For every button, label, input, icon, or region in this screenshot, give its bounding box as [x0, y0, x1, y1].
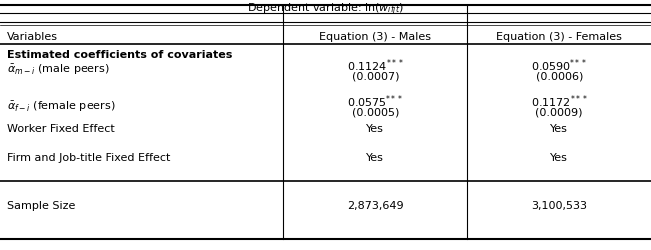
- Text: Equation (3) - Females: Equation (3) - Females: [496, 32, 622, 42]
- Text: Equation (3) - Males: Equation (3) - Males: [319, 32, 432, 42]
- Text: Dependent variable: ln($w_{ifjt}$): Dependent variable: ln($w_{ifjt}$): [247, 2, 404, 18]
- Text: (0.0007): (0.0007): [352, 71, 399, 81]
- Text: (0.0005): (0.0005): [352, 108, 399, 118]
- Text: (0.0009): (0.0009): [536, 108, 583, 118]
- Text: Estimated coefficients of covariates: Estimated coefficients of covariates: [7, 50, 232, 59]
- Text: Yes: Yes: [550, 152, 568, 162]
- Text: Sample Size: Sample Size: [7, 200, 75, 210]
- Text: $\bar{\alpha}_{m-i}$ (male peers): $\bar{\alpha}_{m-i}$ (male peers): [7, 63, 109, 77]
- Text: Firm and Job-title Fixed Effect: Firm and Job-title Fixed Effect: [7, 152, 170, 162]
- Text: Yes: Yes: [367, 152, 384, 162]
- Text: Variables: Variables: [7, 32, 57, 42]
- Text: 2,873,649: 2,873,649: [347, 200, 404, 210]
- Text: 3,100,533: 3,100,533: [531, 200, 587, 210]
- Text: 0.0575$^{***}$: 0.0575$^{***}$: [347, 94, 404, 110]
- Text: $\bar{\alpha}_{f-i}$ (female peers): $\bar{\alpha}_{f-i}$ (female peers): [7, 99, 115, 113]
- Text: 0.1172$^{***}$: 0.1172$^{***}$: [531, 94, 588, 110]
- Text: (0.0006): (0.0006): [536, 71, 583, 81]
- Text: 0.1124$^{***}$: 0.1124$^{***}$: [347, 57, 404, 74]
- Text: 0.0590$^{***}$: 0.0590$^{***}$: [531, 57, 587, 74]
- Text: Worker Fixed Effect: Worker Fixed Effect: [7, 123, 115, 133]
- Text: Yes: Yes: [550, 123, 568, 133]
- Text: Yes: Yes: [367, 123, 384, 133]
